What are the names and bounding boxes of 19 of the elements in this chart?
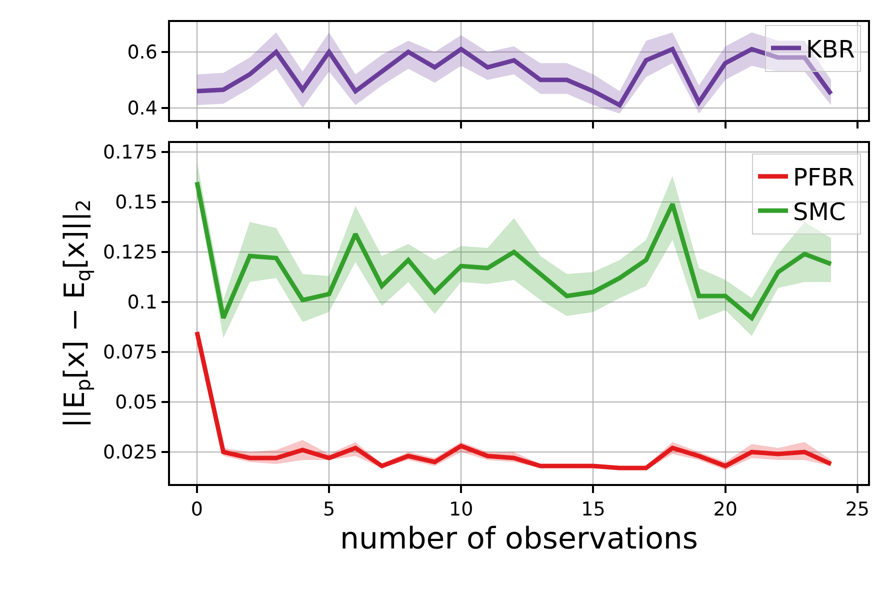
x-tick-label: 15 [581,498,606,521]
x-tick-label: 0 [190,498,203,521]
x-tick-label: 10 [449,498,474,521]
x-tick-label: 5 [322,498,336,521]
legend-label: SMC [793,198,846,226]
y-tick-label: 0.05 [115,392,158,414]
y-tick-label: 0.175 [103,142,158,164]
y-tick-label: 0.125 [103,242,158,264]
legend-label: KBR [806,35,855,64]
y-tick-label: 0.6 [127,42,158,64]
y-tick-label: 0.1 [127,292,158,314]
x-tick-label: 20 [713,498,738,521]
y-tick-label: 0.025 [103,442,158,464]
x-axis-title: number of observations [340,522,698,557]
x-tick-label: 25 [845,498,870,521]
y-tick-label: 0.075 [103,342,158,364]
legend-label: PFBR [793,164,854,192]
y-tick-label: 0.15 [115,192,158,214]
y-tick-label: 0.4 [127,98,158,120]
